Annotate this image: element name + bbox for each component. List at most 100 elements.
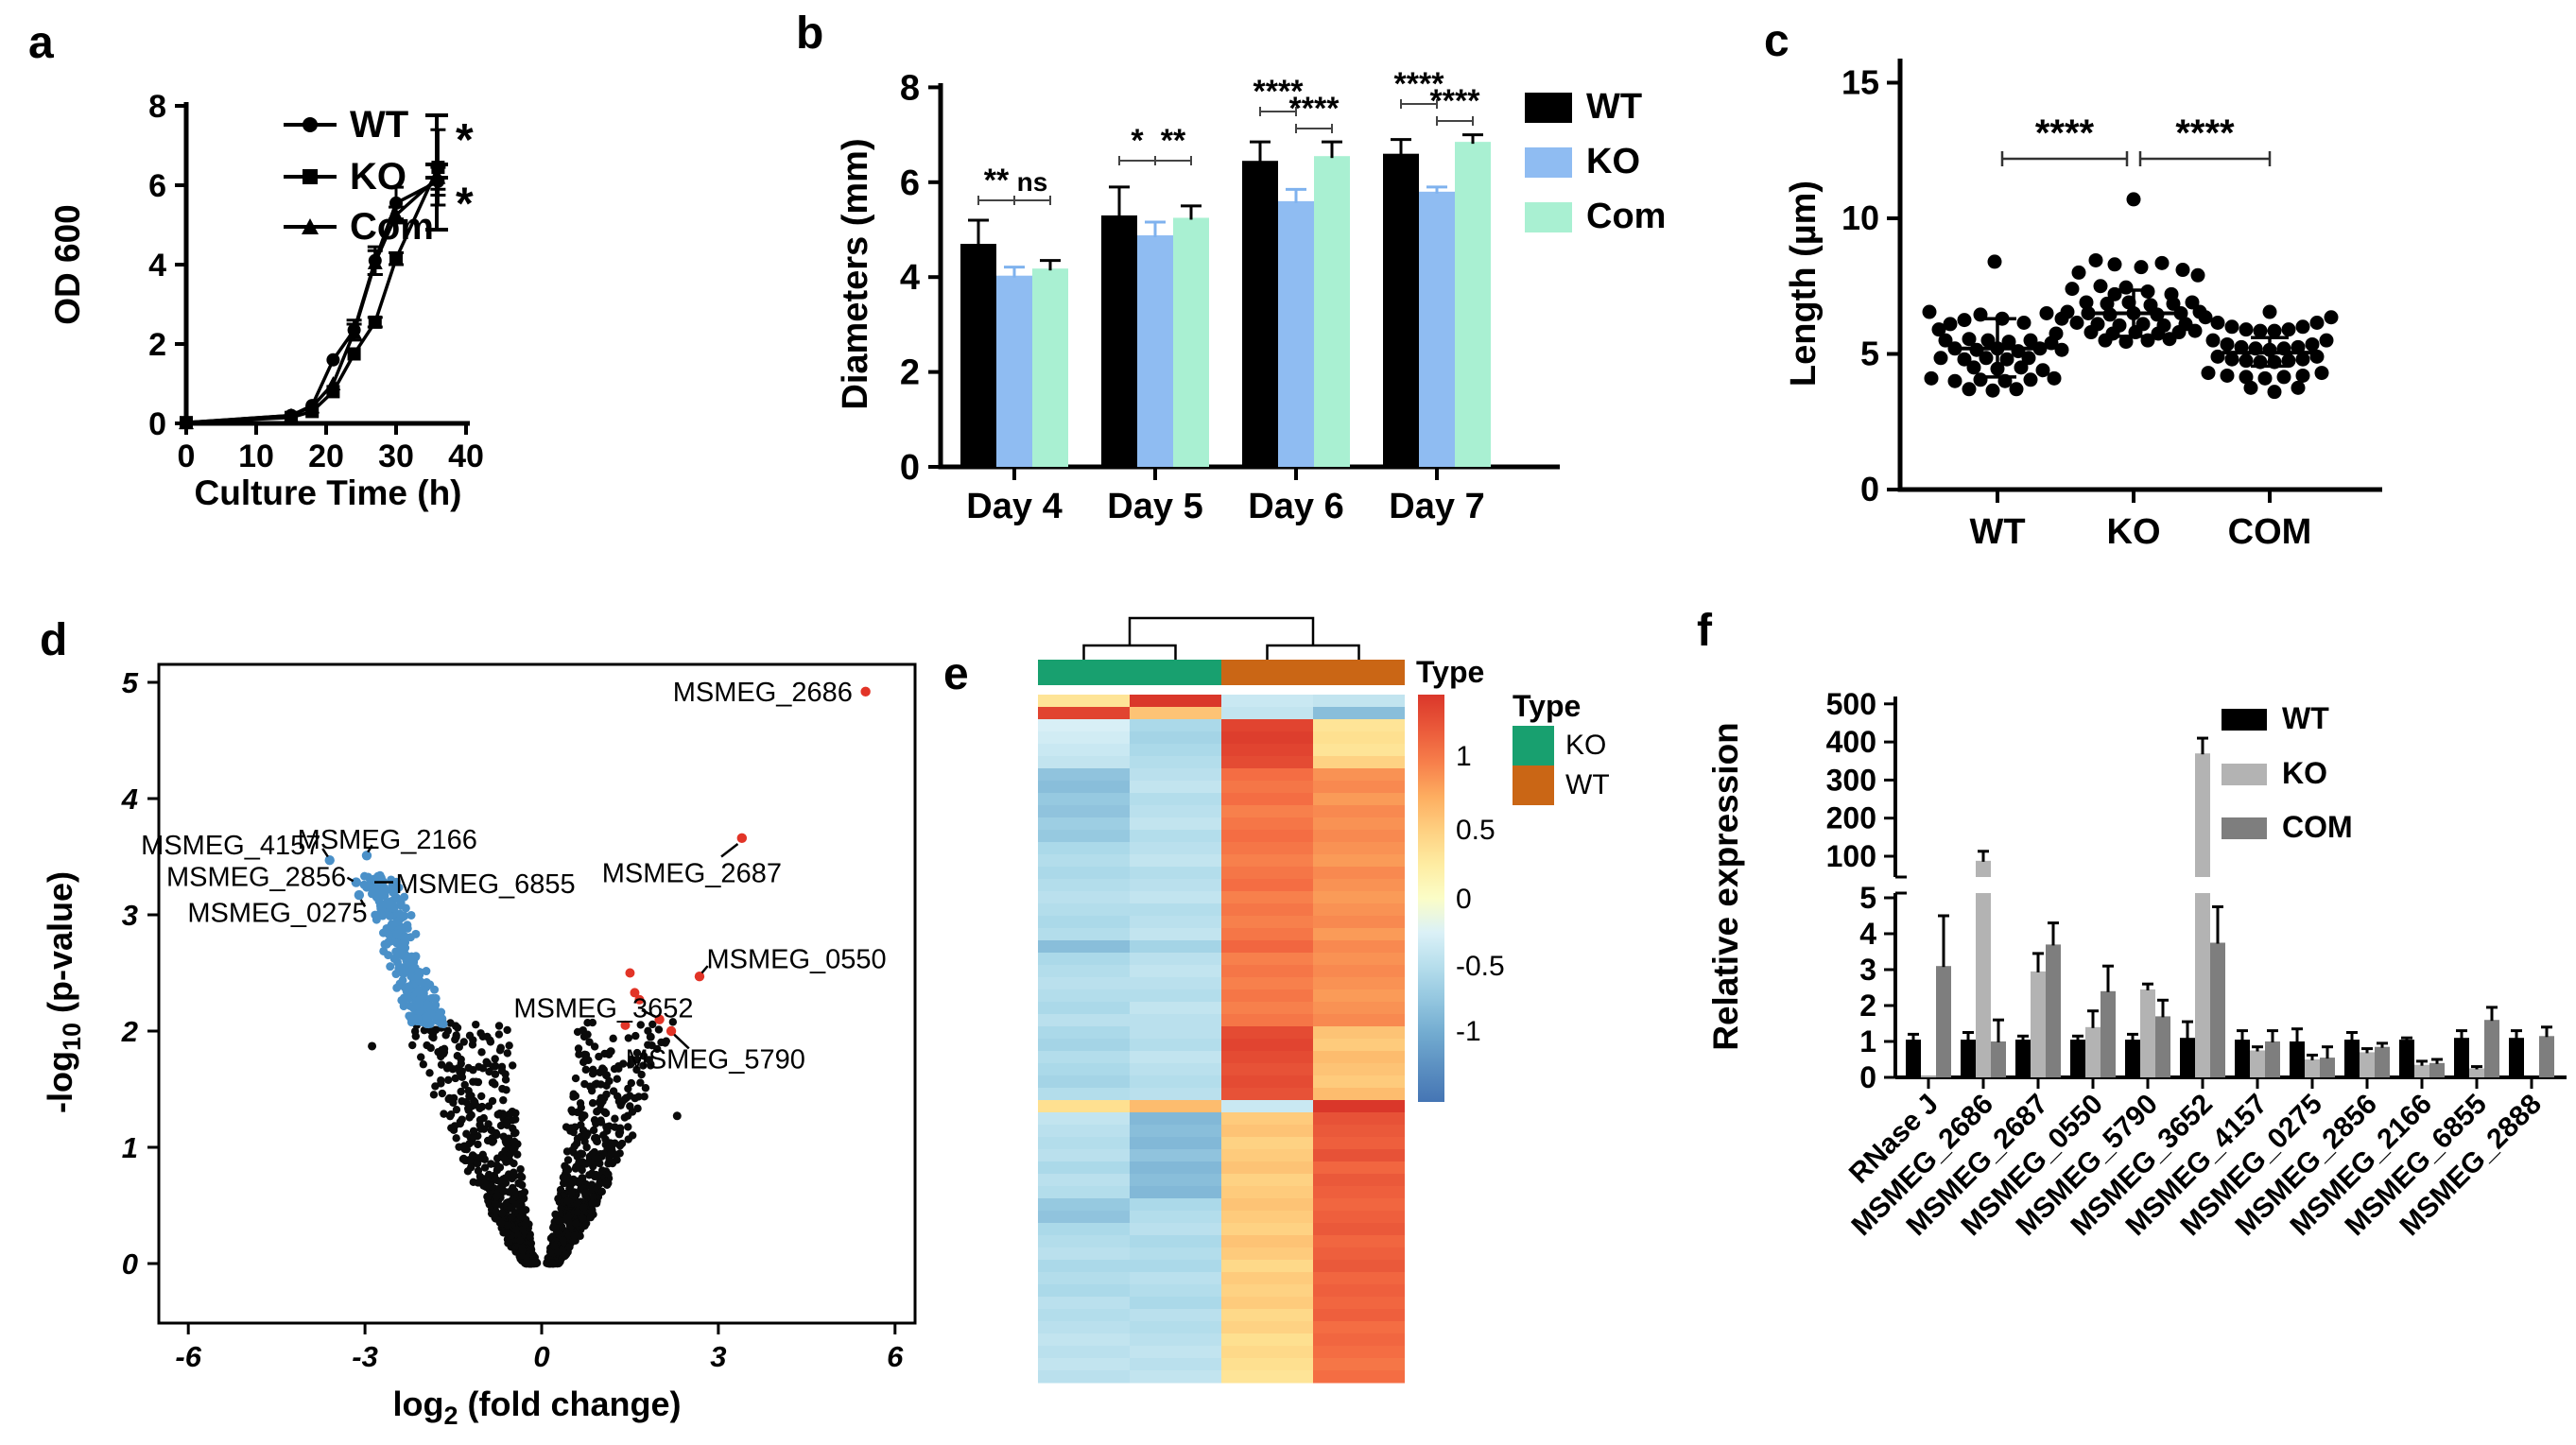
svg-text:*: * [456, 180, 474, 230]
svg-text:0: 0 [1456, 884, 1472, 915]
svg-text:0: 0 [1859, 1060, 1876, 1094]
svg-text:300: 300 [1826, 763, 1876, 797]
svg-text:****: **** [1430, 83, 1481, 119]
svg-text:100: 100 [1826, 839, 1876, 873]
svg-text:0: 0 [178, 439, 196, 474]
svg-text:Length (µm): Length (µm) [1784, 181, 1824, 387]
svg-text:MSMEG_5790: MSMEG_5790 [626, 1045, 805, 1075]
svg-text:4: 4 [148, 248, 166, 284]
svg-text:****: **** [1394, 66, 1445, 102]
svg-text:Com: Com [1586, 197, 1666, 236]
svg-text:0: 0 [1860, 470, 1879, 508]
svg-text:30: 30 [378, 439, 414, 474]
svg-text:**: ** [1161, 123, 1186, 159]
svg-text:8: 8 [900, 68, 920, 108]
panel-c-label: c [1764, 16, 1789, 66]
svg-text:KO: KO [350, 156, 406, 198]
svg-text:-0.5: -0.5 [1456, 951, 1505, 982]
svg-text:6: 6 [887, 1340, 904, 1373]
svg-text:20: 20 [308, 439, 344, 474]
svg-text:10: 10 [238, 439, 274, 474]
svg-text:Day 6: Day 6 [1248, 487, 1343, 526]
svg-text:Day 5: Day 5 [1107, 487, 1202, 526]
svg-text:15: 15 [1841, 63, 1879, 102]
svg-text:4: 4 [121, 783, 138, 816]
svg-text:6: 6 [900, 163, 920, 203]
panel-c-length-dot-plot: 0 5 10 15 Length (µm) WT KO COM **** **** [1784, 59, 2382, 552]
svg-text:40: 40 [448, 439, 484, 474]
panel-f-label: f [1697, 606, 1712, 656]
svg-text:****: **** [1253, 74, 1305, 110]
panel-a-label: a [28, 18, 54, 68]
svg-text:COM: COM [2282, 810, 2353, 844]
svg-text:MSMEG_2856: MSMEG_2856 [166, 862, 346, 892]
svg-text:*: * [1131, 123, 1144, 159]
svg-text:OD 600: OD 600 [48, 204, 87, 325]
svg-text:4: 4 [1859, 917, 1876, 951]
svg-text:3: 3 [122, 899, 138, 932]
svg-text:2: 2 [148, 327, 166, 363]
svg-text:0: 0 [533, 1340, 549, 1373]
svg-text:-3: -3 [352, 1340, 378, 1373]
svg-text:Day 7: Day 7 [1389, 487, 1484, 526]
svg-text:Culture Time (h): Culture Time (h) [195, 473, 462, 512]
svg-text:2: 2 [900, 353, 920, 393]
svg-text:****: **** [1289, 91, 1340, 127]
svg-text:Type: Type [1513, 689, 1581, 723]
svg-text:400: 400 [1826, 725, 1876, 759]
svg-text:200: 200 [1826, 801, 1876, 835]
svg-text:KO: KO [2282, 756, 2327, 790]
panel-e-heatmap: Type 1 0.5 0 -0.5 -1 Type KO WT [1038, 616, 1610, 1384]
svg-text:****: **** [2175, 112, 2235, 154]
svg-text:0.5: 0.5 [1456, 815, 1495, 846]
svg-text:3: 3 [710, 1340, 726, 1373]
svg-text:MSMEG_0275: MSMEG_0275 [187, 899, 367, 929]
svg-text:1: 1 [1859, 1024, 1876, 1058]
svg-text:8: 8 [148, 89, 166, 125]
svg-text:MSMEG_2687: MSMEG_2687 [602, 859, 782, 889]
svg-text:0: 0 [122, 1247, 138, 1281]
svg-text:MSMEG_2166: MSMEG_2166 [298, 825, 477, 855]
svg-text:KO: KO [1565, 730, 1606, 761]
svg-text:KO: KO [1586, 142, 1640, 181]
svg-text:1: 1 [1456, 741, 1472, 772]
svg-text:MSMEG_3652: MSMEG_3652 [513, 993, 693, 1024]
svg-text:WT: WT [350, 104, 408, 146]
svg-text:WT: WT [1969, 512, 2025, 552]
svg-text:2: 2 [121, 1015, 138, 1048]
svg-text:WT: WT [1565, 769, 1610, 800]
svg-text:Diameters (mm): Diameters (mm) [836, 138, 875, 409]
panel-d-volcano-plot: 0 1 2 3 4 5 -6 -3 0 3 6 log2 (fold change) -log10 (p… [41, 662, 917, 1430]
svg-text:MSMEG_4157: MSMEG_4157 [141, 831, 320, 861]
panel-d-label: d [40, 615, 68, 665]
svg-text:2: 2 [1859, 989, 1876, 1023]
svg-text:**: ** [984, 163, 1010, 198]
svg-text:0: 0 [148, 406, 166, 442]
svg-text:Type: Type [1416, 655, 1484, 689]
svg-text:MSMEG_6855: MSMEG_6855 [395, 869, 575, 900]
panel-b-label: b [796, 9, 824, 59]
svg-text:6: 6 [148, 168, 166, 204]
svg-text:3: 3 [1859, 953, 1876, 987]
svg-text:*: * [456, 115, 474, 165]
svg-text:5: 5 [1860, 335, 1879, 373]
svg-text:-log10 (p-value): -log10 (p-value) [41, 871, 86, 1113]
svg-text:5: 5 [1859, 881, 1876, 915]
svg-text:-1: -1 [1456, 1016, 1481, 1047]
svg-text:0: 0 [900, 448, 920, 488]
svg-text:COM: COM [2228, 512, 2312, 552]
svg-text:ns: ns [1017, 167, 1048, 197]
svg-text:500: 500 [1826, 687, 1876, 721]
svg-text:WT: WT [1586, 87, 1642, 127]
svg-text:****: **** [2035, 112, 2095, 154]
svg-text:10: 10 [1841, 198, 1879, 237]
svg-text:5: 5 [122, 666, 139, 699]
svg-text:MSMEG_0550: MSMEG_0550 [706, 945, 886, 975]
svg-text:WT: WT [2282, 701, 2329, 735]
svg-text:-6: -6 [175, 1340, 201, 1373]
svg-text:Day 4: Day 4 [966, 487, 1062, 526]
